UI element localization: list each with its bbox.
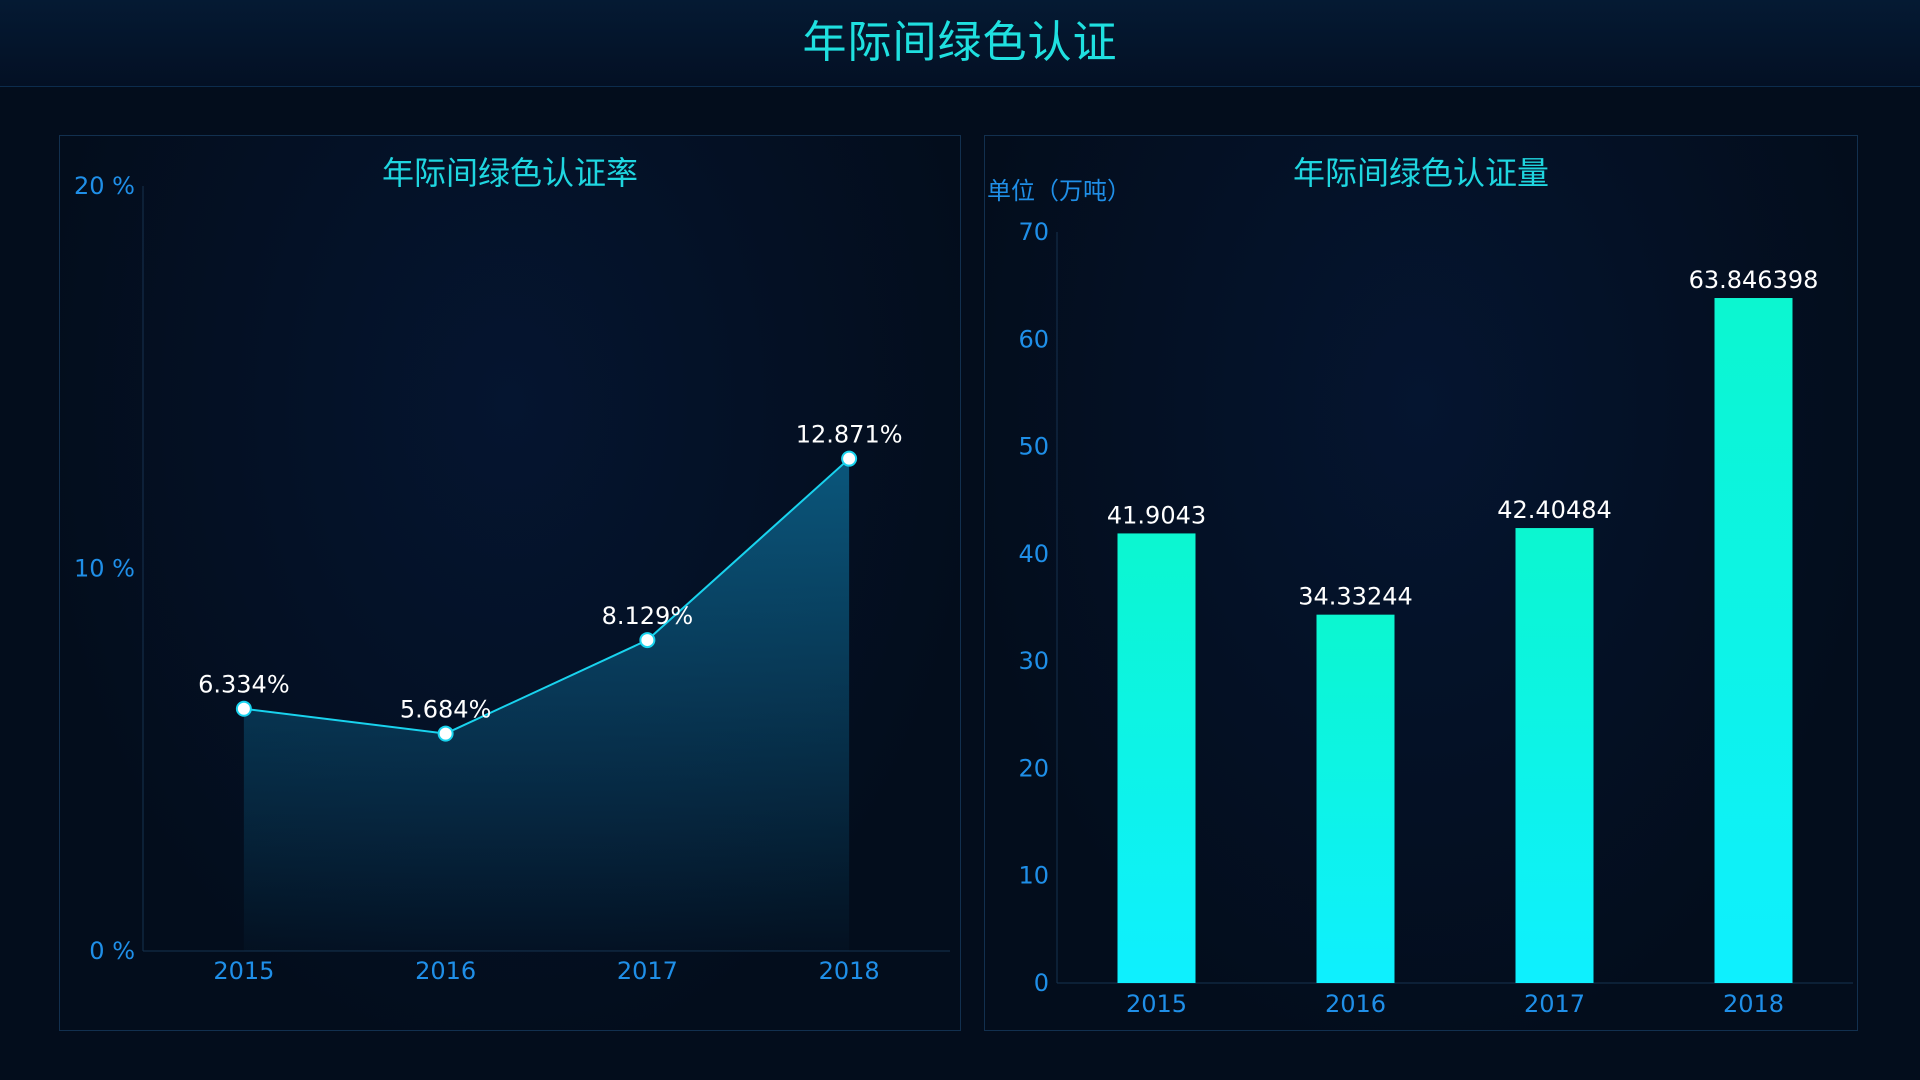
- rate-x-tick-label: 2015: [213, 957, 274, 985]
- rate-data-label: 6.334%: [198, 671, 290, 699]
- volume-chart-title: 年际间绿色认证量: [1292, 154, 1549, 192]
- header-bar: [0, 0, 1920, 87]
- rate-data-point: [639, 632, 656, 649]
- rate-chart-panel: 年际间绿色认证率 0 % 10 % 20 % 2015 2016 2017 2018 6.33…: [59, 135, 961, 1031]
- volume-x-tick-label: 2016: [1325, 990, 1386, 1018]
- rate-series-line: [243, 457, 850, 735]
- volume-y-tick-label: 10: [1018, 862, 1049, 890]
- rate-x-tick-label: 2016: [415, 957, 476, 985]
- rate-y-tick-label: 10 %: [74, 555, 135, 583]
- volume-y-tick-label: 20: [1018, 754, 1049, 782]
- volume-y-tick-label: 0: [1034, 969, 1049, 997]
- volume-data-label: 63.846398: [1689, 266, 1819, 294]
- rate-data-point: [841, 450, 858, 467]
- volume-unit-label: 单位（万吨）: [987, 177, 1131, 205]
- volume-y-tick-label: 60: [1018, 325, 1049, 353]
- rate-data-point: [235, 700, 252, 717]
- volume-data-label: 34.33244: [1298, 583, 1413, 611]
- rate-data-label: 8.129%: [602, 602, 694, 630]
- rate-area-chart: 0 % 10 % 20 % 2015 2016 2017 2018 6.334% 5.684% 8…: [74, 172, 950, 985]
- volume-bar: [1714, 298, 1793, 983]
- rate-data-label: 5.684%: [400, 696, 492, 724]
- rate-x-tick-label: 2018: [819, 957, 880, 985]
- rate-x-tick-label: 2017: [617, 957, 678, 985]
- volume-bar: [1515, 528, 1594, 983]
- volume-y-tick-label: 30: [1018, 647, 1049, 675]
- rate-y-tick-label: 20 %: [74, 172, 135, 200]
- volume-y-tick-label: 70: [1018, 218, 1049, 246]
- volume-y-tick-label: 50: [1018, 433, 1049, 461]
- page-title: 年际间绿色认证: [802, 17, 1118, 68]
- volume-x-tick-label: 2015: [1126, 990, 1187, 1018]
- volume-bar-chart: 0 10 20 30 40 50 60 70 2015 2016 2017 2018 41.9043 34…: [1018, 218, 1853, 1018]
- volume-chart-panel: 年际间绿色认证量 单位（万吨） 0 10 20 30 40 50 60 70 2015 2016 2…: [984, 135, 1858, 1031]
- volume-data-label: 42.40484: [1497, 496, 1612, 524]
- volume-bar: [1316, 614, 1395, 983]
- rate-area-fill: [243, 458, 850, 951]
- rate-data-point: [437, 725, 454, 742]
- volume-bar: [1117, 533, 1196, 983]
- rate-chart-title: 年际间绿色认证率: [381, 154, 638, 192]
- volume-x-tick-label: 2018: [1723, 990, 1784, 1018]
- volume-y-tick-label: 40: [1018, 540, 1049, 568]
- rate-y-tick-label: 0 %: [89, 937, 135, 965]
- rate-data-label: 12.871%: [796, 421, 903, 449]
- volume-x-tick-label: 2017: [1524, 990, 1585, 1018]
- volume-data-label: 41.9043: [1107, 501, 1206, 529]
